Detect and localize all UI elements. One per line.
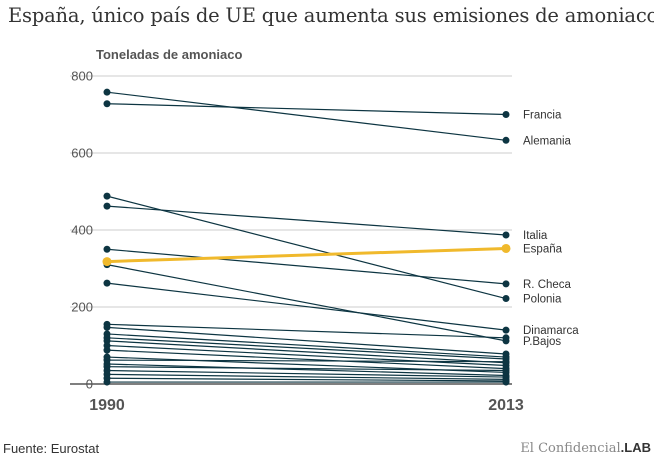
series-line-R. Checa xyxy=(106,248,507,285)
data-point xyxy=(502,367,510,375)
data-point xyxy=(103,245,111,253)
series-line-Dinamarca xyxy=(106,282,507,331)
y-tick-label: 600 xyxy=(71,146,93,161)
y-tick-label: 0 xyxy=(86,377,93,392)
series-layer xyxy=(102,88,511,386)
series-line-19 xyxy=(106,373,507,380)
series-line-17 xyxy=(106,366,507,372)
series-line-13 xyxy=(106,349,507,370)
x-tick-label: 1990 xyxy=(89,397,125,414)
series-label: Alemania xyxy=(523,135,572,147)
series-label: España xyxy=(523,243,563,255)
series-line-Alemania xyxy=(106,91,507,141)
data-point xyxy=(103,378,111,386)
series-line-P.Bajos xyxy=(106,264,507,342)
brand-name: El Confidencial xyxy=(520,441,621,456)
series-label: Dinamarca xyxy=(523,325,579,337)
series-line-20 xyxy=(106,377,507,382)
x-tick-label: 2013 xyxy=(488,397,524,414)
brand-logo: El Confidencial.LAB xyxy=(520,440,651,456)
series-line-15 xyxy=(106,359,507,363)
data-point xyxy=(103,192,111,200)
data-point xyxy=(103,88,111,96)
series-line-8 xyxy=(106,326,507,355)
data-point xyxy=(502,378,510,386)
data-point xyxy=(502,295,510,303)
y-tick-label: 400 xyxy=(71,223,93,238)
series-line-Italia xyxy=(106,205,507,236)
data-point xyxy=(103,279,111,287)
data-point xyxy=(103,100,111,108)
series-line-Francia xyxy=(106,103,507,116)
y-tick-label: 200 xyxy=(71,300,93,315)
series-line-10 xyxy=(106,337,507,360)
data-point xyxy=(502,358,510,366)
data-point xyxy=(103,346,111,354)
series-label: Italia xyxy=(523,230,548,242)
grid-layer xyxy=(70,75,512,385)
chart-area: Toneladas de amoniaco 0 200 400 600 800 1990 20… xyxy=(70,47,579,414)
data-point xyxy=(103,202,111,210)
data-point xyxy=(502,334,510,342)
data-point xyxy=(501,243,511,253)
data-point xyxy=(502,326,510,334)
data-point xyxy=(502,111,510,118)
brand-lab: .LAB xyxy=(620,440,651,455)
series-label: Polonia xyxy=(523,294,562,306)
label-layer: Toneladas de amoniaco 0 200 400 600 800 1990 20… xyxy=(71,47,579,414)
chart-title: España, único país de UE que aumenta sus… xyxy=(8,4,654,27)
data-point xyxy=(502,280,510,288)
data-point xyxy=(502,136,510,144)
series-label: Francia xyxy=(523,110,562,122)
series-label: P.Bajos xyxy=(523,336,561,348)
data-point xyxy=(102,257,112,267)
series-line-11 xyxy=(106,340,507,364)
series-label: R. Checa xyxy=(523,279,572,291)
series-line-18 xyxy=(106,369,507,378)
y-tick-label: 800 xyxy=(71,69,93,84)
series-line-España xyxy=(106,246,507,264)
data-point xyxy=(502,231,510,239)
series-line-7 xyxy=(106,323,507,339)
series-line-Polonia xyxy=(106,195,507,300)
series-line-12 xyxy=(106,344,507,367)
source-note: Fuente: Eurostat xyxy=(3,441,100,456)
y-axis-label: Toneladas de amoniaco xyxy=(96,47,242,62)
series-line-9 xyxy=(106,333,507,358)
data-point xyxy=(103,323,111,331)
series-line-16 xyxy=(106,363,507,377)
